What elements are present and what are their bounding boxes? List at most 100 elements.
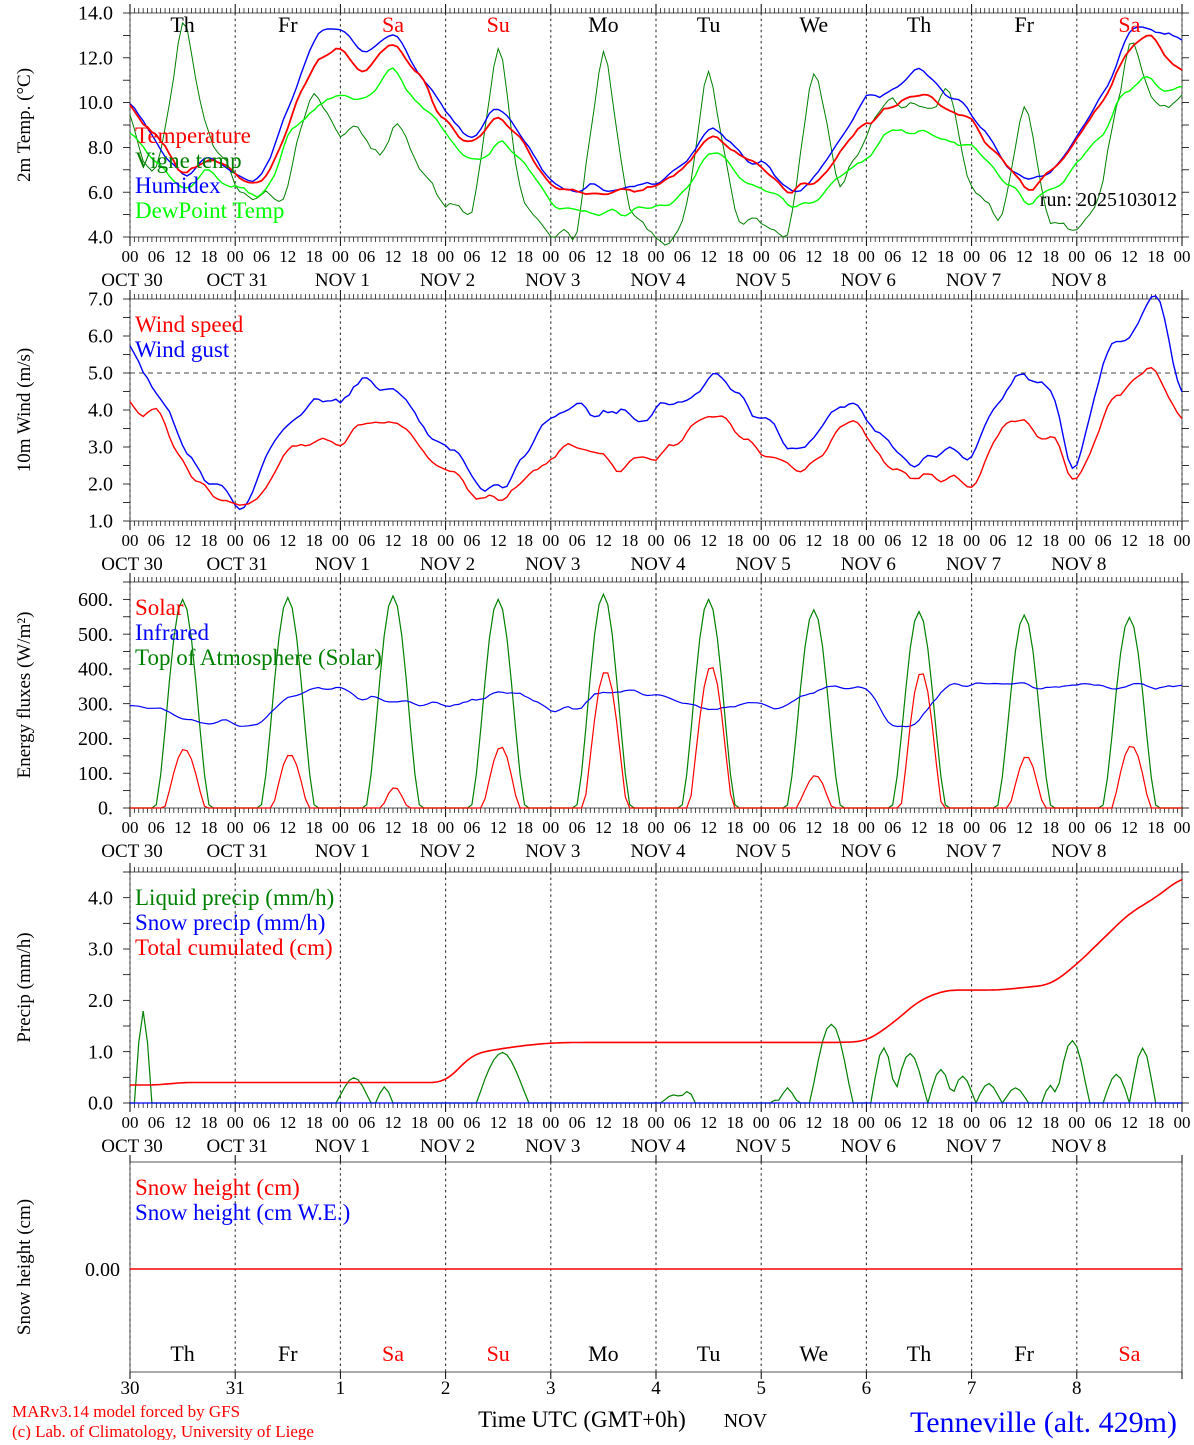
- svg-text:00: 00: [437, 531, 454, 550]
- svg-text:OCT 31: OCT 31: [206, 554, 267, 575]
- svg-text:18: 18: [621, 818, 638, 837]
- svg-text:12: 12: [490, 1113, 507, 1132]
- svg-text:06: 06: [148, 818, 165, 837]
- svg-text:12: 12: [1121, 531, 1138, 550]
- svg-text:06: 06: [358, 1113, 375, 1132]
- svg-text:NOV 8: NOV 8: [1051, 841, 1106, 862]
- svg-text:06: 06: [148, 247, 165, 266]
- svg-text:06: 06: [569, 247, 586, 266]
- svg-text:1.0: 1.0: [88, 1041, 113, 1063]
- svg-text:00: 00: [437, 1113, 454, 1132]
- svg-text:00: 00: [332, 1113, 349, 1132]
- svg-text:18: 18: [200, 818, 217, 837]
- svg-text:06: 06: [989, 531, 1006, 550]
- svg-text:2: 2: [441, 1378, 451, 1399]
- svg-text:run: 2025103012: run: 2025103012: [1040, 189, 1177, 211]
- svg-text:0.00: 0.00: [85, 1259, 120, 1281]
- svg-text:NOV 8: NOV 8: [1051, 554, 1106, 575]
- svg-text:00: 00: [648, 247, 665, 266]
- svg-text:06: 06: [674, 247, 691, 266]
- svg-text:NOV 8: NOV 8: [1051, 1136, 1106, 1157]
- svg-text:OCT 30: OCT 30: [101, 1136, 162, 1157]
- svg-text:Fr: Fr: [278, 1341, 298, 1366]
- svg-text:00: 00: [1068, 531, 1085, 550]
- svg-text:00: 00: [542, 531, 559, 550]
- svg-text:Th: Th: [907, 1341, 931, 1366]
- svg-text:06: 06: [569, 531, 586, 550]
- svg-text:00: 00: [227, 818, 244, 837]
- svg-text:We: We: [799, 12, 828, 37]
- svg-text:18: 18: [726, 1113, 743, 1132]
- svg-text:Sa: Sa: [1118, 1341, 1140, 1366]
- svg-text:00: 00: [542, 247, 559, 266]
- svg-text:OCT 31: OCT 31: [206, 270, 267, 291]
- svg-text:12: 12: [279, 818, 296, 837]
- svg-text:18: 18: [516, 1113, 533, 1132]
- svg-text:06: 06: [674, 818, 691, 837]
- svg-text:12: 12: [1016, 247, 1033, 266]
- svg-text:00: 00: [753, 531, 770, 550]
- svg-text:4.0: 4.0: [88, 400, 113, 422]
- svg-text:00: 00: [858, 531, 875, 550]
- svg-text:18: 18: [200, 247, 217, 266]
- svg-text:Sa: Sa: [1118, 12, 1140, 37]
- svg-text:06: 06: [884, 247, 901, 266]
- svg-text:NOV 1: NOV 1: [315, 554, 370, 575]
- svg-text:06: 06: [463, 818, 480, 837]
- svg-text:06: 06: [253, 1113, 270, 1132]
- svg-text:00: 00: [332, 531, 349, 550]
- svg-text:00: 00: [963, 531, 980, 550]
- svg-text:3.0: 3.0: [88, 437, 113, 459]
- svg-text:12: 12: [805, 247, 822, 266]
- svg-text:Tu: Tu: [697, 12, 721, 37]
- svg-text:DewPoint Temp: DewPoint Temp: [135, 198, 284, 223]
- svg-text:06: 06: [674, 1113, 691, 1132]
- svg-text:7.0: 7.0: [88, 289, 113, 311]
- svg-text:Snow precip (mm/h): Snow precip (mm/h): [135, 910, 325, 935]
- svg-text:6.0: 6.0: [88, 326, 113, 348]
- svg-text:12: 12: [279, 247, 296, 266]
- svg-text:Mo: Mo: [588, 12, 619, 37]
- svg-text:500.: 500.: [78, 624, 113, 646]
- svg-text:4.0: 4.0: [88, 887, 113, 909]
- svg-text:12: 12: [385, 1113, 402, 1132]
- svg-text:Time UTC (GMT+0h): Time UTC (GMT+0h): [478, 1407, 686, 1432]
- svg-text:06: 06: [884, 531, 901, 550]
- svg-text:Wind speed: Wind speed: [135, 312, 244, 337]
- svg-text:00: 00: [753, 818, 770, 837]
- svg-text:00: 00: [542, 818, 559, 837]
- svg-text:Snow height (cm W.E.): Snow height (cm W.E.): [135, 1200, 350, 1225]
- svg-text:18: 18: [1147, 247, 1164, 266]
- svg-text:18: 18: [306, 1113, 323, 1132]
- svg-text:00: 00: [858, 247, 875, 266]
- svg-text:00: 00: [1068, 1113, 1085, 1132]
- svg-text:NOV 5: NOV 5: [736, 554, 791, 575]
- svg-text:00: 00: [753, 247, 770, 266]
- svg-text:06: 06: [1095, 247, 1112, 266]
- svg-text:18: 18: [306, 531, 323, 550]
- svg-text:Total cumulated (cm): Total cumulated (cm): [135, 935, 333, 960]
- svg-text:Fr: Fr: [1014, 1341, 1034, 1366]
- svg-text:06: 06: [463, 247, 480, 266]
- svg-text:NOV 3: NOV 3: [525, 270, 580, 291]
- svg-text:12: 12: [490, 247, 507, 266]
- svg-text:12: 12: [595, 1113, 612, 1132]
- svg-text:12: 12: [911, 1113, 928, 1132]
- svg-text:Precip (mm/h): Precip (mm/h): [14, 932, 35, 1042]
- svg-text:00: 00: [122, 1113, 139, 1132]
- svg-text:00: 00: [1174, 1113, 1191, 1132]
- svg-text:10m Wind (m/s): 10m Wind (m/s): [14, 348, 35, 473]
- svg-text:6: 6: [862, 1378, 872, 1399]
- svg-text:12: 12: [490, 531, 507, 550]
- svg-text:12: 12: [385, 247, 402, 266]
- svg-text:6.0: 6.0: [88, 182, 113, 204]
- svg-text:00: 00: [332, 247, 349, 266]
- svg-text:NOV 5: NOV 5: [736, 270, 791, 291]
- svg-text:(c) Lab. of Climatology, Unive: (c) Lab. of Climatology, University of L…: [12, 1422, 314, 1440]
- svg-text:18: 18: [1147, 1113, 1164, 1132]
- svg-text:12: 12: [805, 1113, 822, 1132]
- svg-text:NOV 5: NOV 5: [736, 841, 791, 862]
- svg-text:06: 06: [253, 247, 270, 266]
- svg-text:12: 12: [805, 531, 822, 550]
- svg-text:18: 18: [516, 531, 533, 550]
